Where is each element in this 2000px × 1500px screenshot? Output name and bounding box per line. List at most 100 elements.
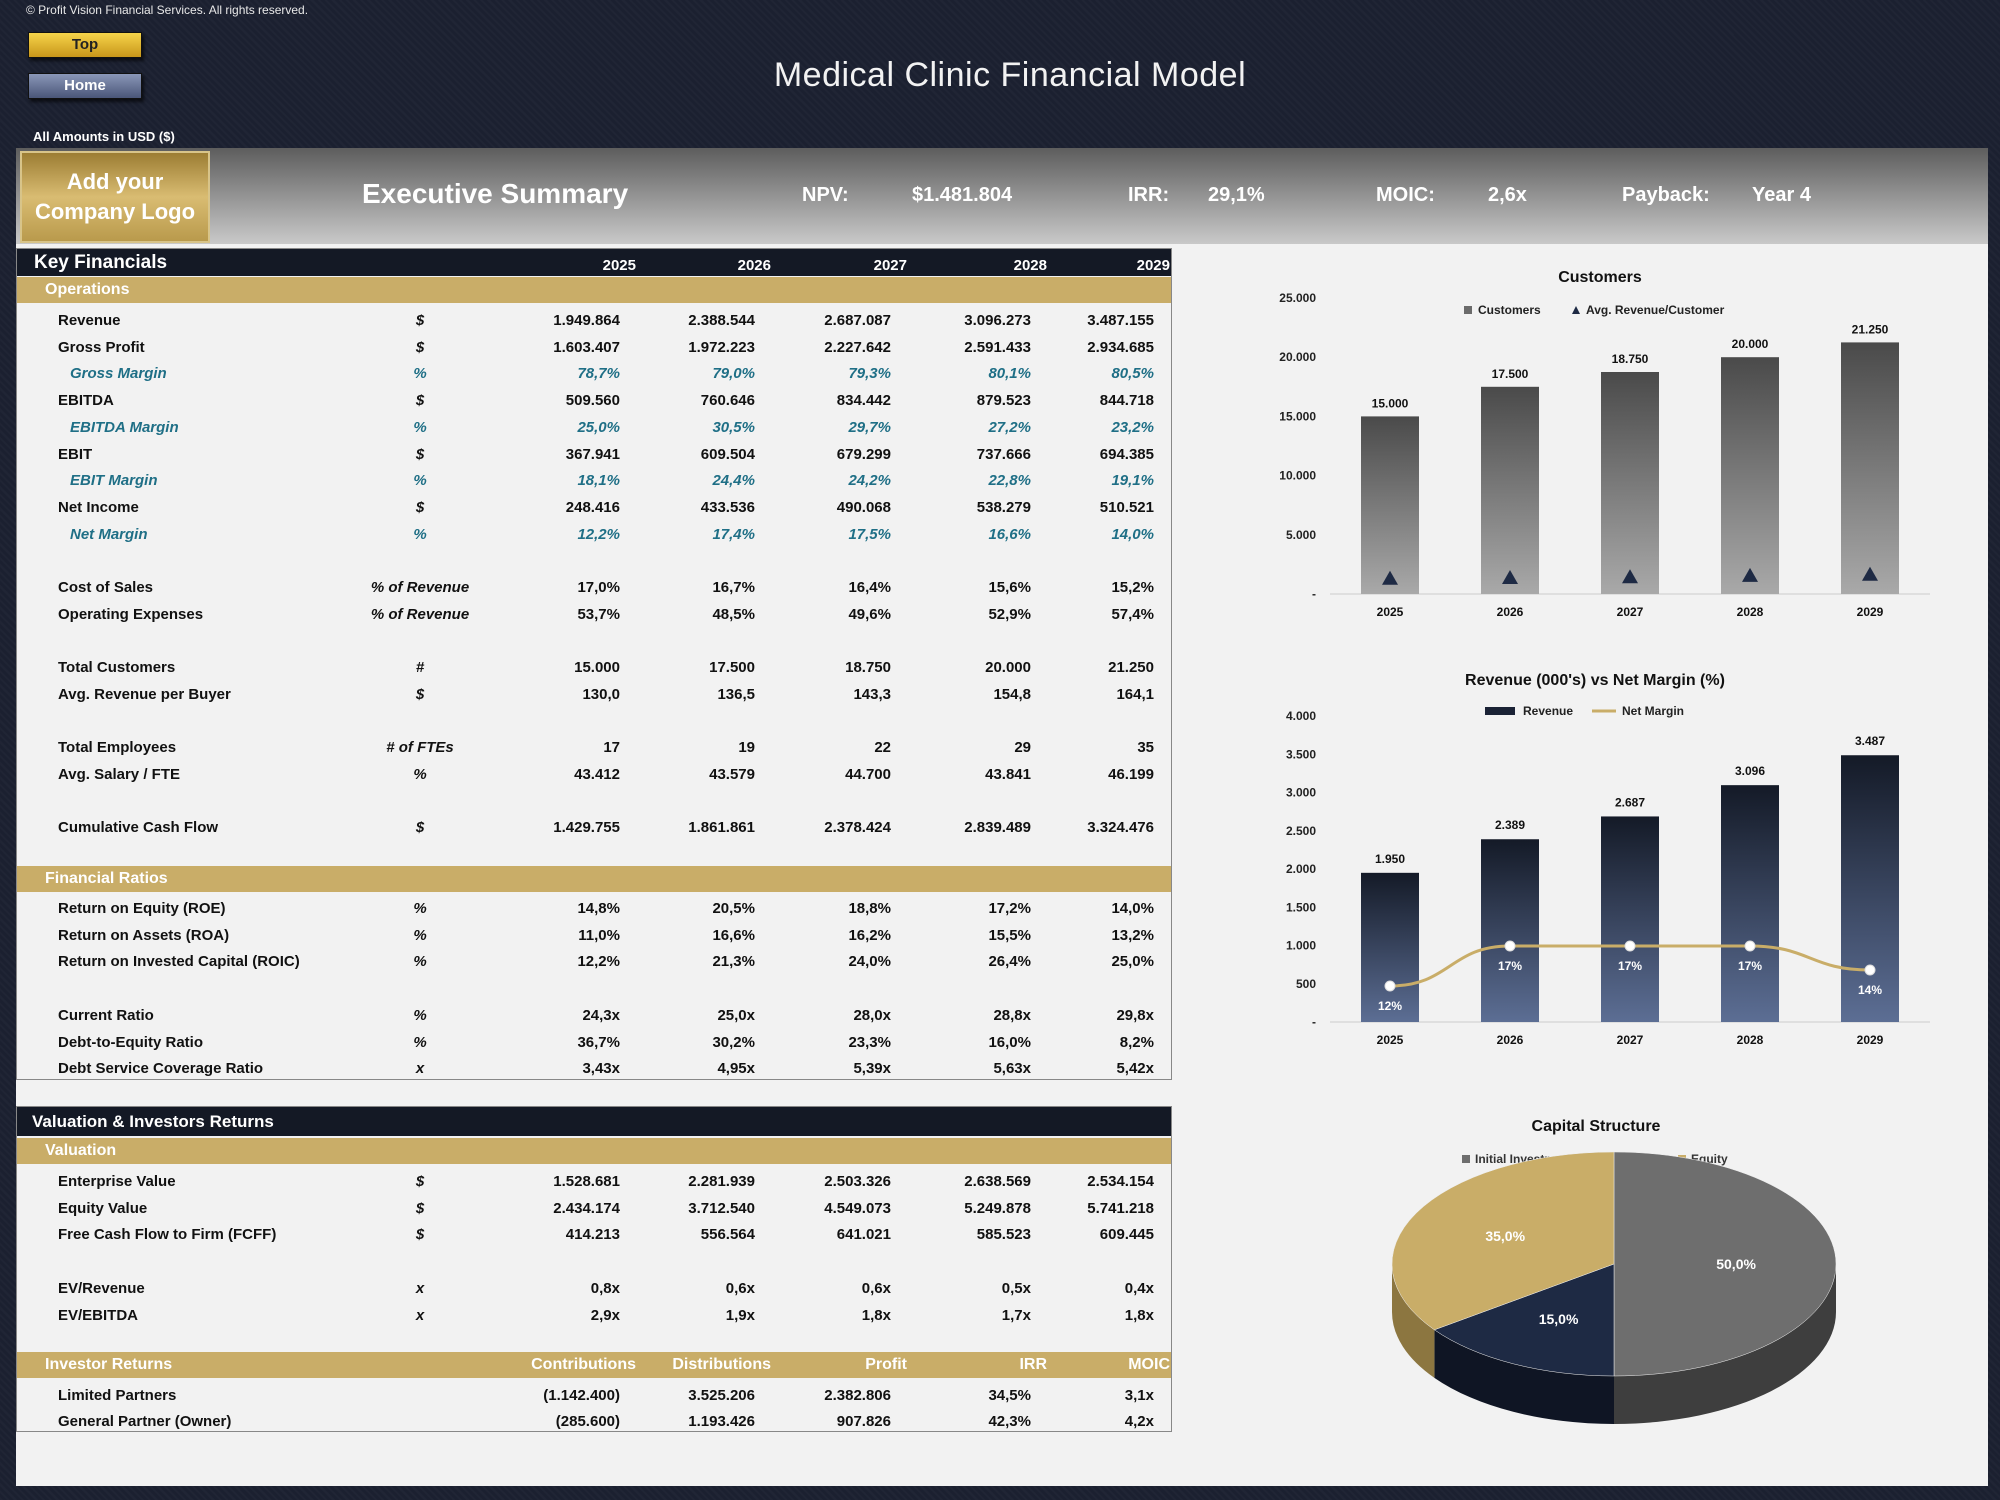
- table-cell: 17: [603, 739, 620, 757]
- investor-col-header: Profit: [865, 1356, 907, 1373]
- data-label: 18.750: [1612, 352, 1649, 366]
- investor-returns-header: Investor Returns Contributions Distribut…: [16, 1352, 1172, 1378]
- table-cell: 2.503.326: [824, 1173, 891, 1190]
- row-unit: $: [415, 685, 425, 703]
- y-tick-label: 5.000: [1286, 528, 1316, 542]
- table-cell: 80,5%: [1111, 365, 1154, 383]
- row-label: EBIT Margin: [70, 472, 158, 490]
- table-cell: 24,3x: [582, 1006, 620, 1024]
- year-header: 2028: [1013, 257, 1047, 274]
- pie-label: 15,0%: [1539, 1311, 1579, 1327]
- table-cell: 24,2%: [848, 472, 891, 490]
- table-cell: 760.646: [700, 392, 755, 410]
- table-cell: 14,0%: [1111, 900, 1154, 917]
- data-label: 1.950: [1375, 852, 1405, 866]
- table-cell: 1.949.864: [553, 312, 620, 329]
- marker-avg-revenue: [1382, 570, 1398, 585]
- table-cell: 164,1: [1116, 685, 1154, 703]
- x-tick-label: 2025: [1377, 1033, 1404, 1047]
- y-tick-label: 2.000: [1286, 862, 1316, 876]
- legend-swatch: [1464, 306, 1472, 314]
- y-tick-label: 2.500: [1286, 824, 1316, 838]
- table-cell: 22: [874, 739, 891, 757]
- pie-label: 35,0%: [1485, 1228, 1525, 1244]
- row-label: Cumulative Cash Flow: [58, 819, 219, 837]
- row-unit: x: [415, 1306, 425, 1324]
- table-cell: 641.021: [836, 1226, 891, 1244]
- table-cell: 556.564: [700, 1226, 755, 1244]
- bar: [1481, 386, 1539, 594]
- data-label: 17.500: [1492, 367, 1529, 381]
- x-tick-label: 2027: [1617, 1033, 1644, 1047]
- table-cell: 16,6%: [988, 525, 1031, 543]
- table-cell: 2.687.087: [824, 312, 891, 329]
- table-cell: 19,1%: [1111, 472, 1154, 490]
- table-cell: 737.666: [976, 445, 1031, 463]
- x-tick-label: 2028: [1737, 1033, 1764, 1047]
- table-cell: 5.741.218: [1087, 1199, 1154, 1217]
- valuation-title: Valuation & Investors Returns: [32, 1112, 274, 1131]
- data-label: 3.096: [1735, 764, 1765, 778]
- npv-value: $1.481.804: [912, 184, 1013, 206]
- year-header: 2027: [873, 257, 907, 274]
- table-cell: 28,0x: [853, 1006, 891, 1024]
- table-cell: 11,0%: [578, 926, 620, 944]
- x-tick-label: 2027: [1617, 605, 1644, 619]
- table-cell: 25,0%: [577, 418, 620, 436]
- table-cell: 24,4%: [712, 472, 755, 490]
- marker-avg-revenue: [1502, 570, 1518, 585]
- legend-label: Customers: [1478, 303, 1541, 317]
- table-cell: 43.412: [574, 765, 620, 783]
- row-unit: $: [415, 819, 425, 837]
- row-unit: $: [415, 445, 425, 463]
- table-cell: 15,2%: [1111, 579, 1154, 596]
- table-cell: 248.416: [565, 498, 620, 516]
- table-cell: 52,9%: [988, 605, 1031, 623]
- row-unit: %: [413, 418, 427, 436]
- row-label: EBITDA: [58, 392, 114, 410]
- table-cell: 609.445: [1099, 1226, 1154, 1244]
- table-cell: 43.579: [709, 765, 755, 783]
- home-button[interactable]: Home: [28, 73, 142, 99]
- table-cell: 12,2%: [577, 525, 620, 543]
- table-cell: 2.638.569: [964, 1173, 1031, 1190]
- table-cell: 433.536: [700, 498, 755, 516]
- table-cell: 0,8x: [590, 1279, 620, 1297]
- table-cell: 2.534.154: [1087, 1173, 1154, 1190]
- table-cell: 0,6x: [861, 1279, 891, 1297]
- row-unit: $: [415, 392, 425, 410]
- table-cell: 13,2%: [1111, 926, 1154, 944]
- net-margin-point: [1504, 940, 1516, 952]
- table-cell: 53,7%: [577, 605, 620, 623]
- x-tick-label: 2026: [1497, 605, 1524, 619]
- legend-label: Net Margin: [1622, 704, 1684, 718]
- table-cell: 1.603.407: [553, 338, 620, 356]
- table-cell: 0,4x: [1124, 1279, 1154, 1297]
- row-label: Gross Profit: [58, 338, 145, 356]
- company-logo-placeholder[interactable]: Add your Company Logo: [20, 151, 210, 243]
- table-cell: 2,9x: [590, 1306, 620, 1324]
- table-cell: 29: [1014, 739, 1031, 757]
- top-button[interactable]: Top: [28, 32, 142, 58]
- pie-label: 50,0%: [1716, 1256, 1756, 1272]
- row-label: Debt Service Coverage Ratio: [58, 1060, 264, 1078]
- row-unit: %: [413, 525, 427, 543]
- row-label: Enterprise Value: [58, 1173, 176, 1190]
- row-unit: # of FTEs: [386, 739, 454, 757]
- table-cell: 27,2%: [988, 418, 1031, 436]
- table-cell: 18,8%: [848, 900, 891, 917]
- y-tick-label: 20.000: [1279, 350, 1316, 364]
- row-unit: $: [415, 1173, 425, 1190]
- row-unit: %: [413, 765, 427, 783]
- row-label: EV/Revenue: [58, 1279, 145, 1297]
- table-cell: 510.521: [1099, 498, 1154, 516]
- table-cell: 509.560: [565, 392, 620, 410]
- net-margin-label: 17%: [1618, 959, 1642, 973]
- row-label: Limited Partners: [58, 1387, 177, 1404]
- row-unit: x: [415, 1060, 425, 1078]
- pie-slice: [1613, 1151, 1837, 1377]
- legend-label: Revenue: [1523, 704, 1573, 718]
- table-cell: 538.279: [976, 498, 1031, 516]
- year-header: 2026: [737, 257, 771, 274]
